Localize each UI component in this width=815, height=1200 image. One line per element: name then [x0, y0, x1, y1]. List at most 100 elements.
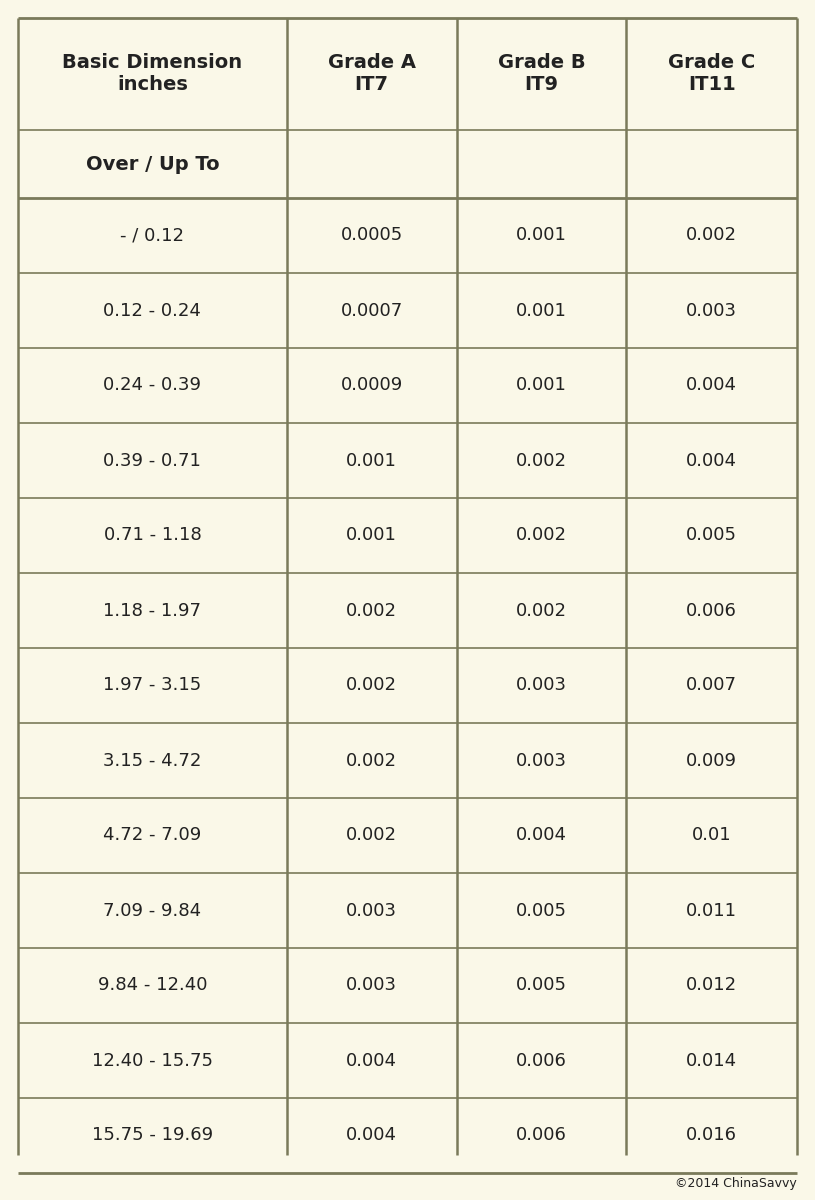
Bar: [18, 1022, 287, 1098]
Text: 3.15 - 4.72: 3.15 - 4.72: [104, 751, 201, 769]
Bar: [18, 572, 287, 648]
Bar: [18, 874, 287, 948]
Text: 0.014: 0.014: [686, 1051, 738, 1069]
Bar: [287, 798, 456, 874]
Bar: [18, 1098, 287, 1174]
Bar: [287, 722, 456, 798]
Text: 0.12 - 0.24: 0.12 - 0.24: [104, 301, 201, 319]
Bar: [18, 130, 287, 198]
Bar: [287, 948, 456, 1022]
Text: 0.016: 0.016: [686, 1127, 738, 1145]
Bar: [287, 1098, 456, 1174]
Text: 0.001: 0.001: [516, 227, 567, 245]
Bar: [456, 498, 627, 572]
Text: 0.002: 0.002: [346, 601, 397, 619]
Text: 1.18 - 1.97: 1.18 - 1.97: [104, 601, 201, 619]
Bar: [18, 648, 287, 722]
Text: 0.24 - 0.39: 0.24 - 0.39: [104, 377, 201, 395]
Text: Grade B
IT9: Grade B IT9: [498, 54, 585, 95]
Text: 0.0009: 0.0009: [341, 377, 403, 395]
Bar: [456, 874, 627, 948]
Text: 12.40 - 15.75: 12.40 - 15.75: [92, 1051, 213, 1069]
Bar: [627, 1022, 797, 1098]
Text: 0.011: 0.011: [686, 901, 738, 919]
Bar: [456, 648, 627, 722]
Bar: [18, 422, 287, 498]
Bar: [287, 498, 456, 572]
Text: 0.002: 0.002: [346, 751, 397, 769]
Bar: [627, 422, 797, 498]
Text: 0.004: 0.004: [346, 1051, 397, 1069]
Text: 0.004: 0.004: [516, 827, 567, 845]
Bar: [627, 572, 797, 648]
Bar: [627, 648, 797, 722]
Bar: [456, 1022, 627, 1098]
Text: 15.75 - 19.69: 15.75 - 19.69: [92, 1127, 213, 1145]
Text: 0.004: 0.004: [346, 1127, 397, 1145]
Bar: [287, 422, 456, 498]
Text: 0.003: 0.003: [346, 901, 397, 919]
Bar: [456, 948, 627, 1022]
Text: 0.003: 0.003: [686, 301, 738, 319]
Bar: [627, 722, 797, 798]
Bar: [287, 1022, 456, 1098]
Bar: [627, 130, 797, 198]
Text: 0.003: 0.003: [346, 977, 397, 995]
Bar: [18, 198, 287, 272]
Bar: [456, 422, 627, 498]
Text: Grade A
IT7: Grade A IT7: [328, 54, 416, 95]
Bar: [627, 1098, 797, 1174]
Text: 4.72 - 7.09: 4.72 - 7.09: [104, 827, 201, 845]
Text: 0.004: 0.004: [686, 377, 738, 395]
Text: 0.0005: 0.0005: [341, 227, 403, 245]
Text: 7.09 - 9.84: 7.09 - 9.84: [104, 901, 201, 919]
Text: 0.004: 0.004: [686, 451, 738, 469]
Bar: [627, 498, 797, 572]
Bar: [456, 798, 627, 874]
Text: 0.002: 0.002: [516, 451, 567, 469]
Text: 0.001: 0.001: [516, 377, 567, 395]
Bar: [627, 948, 797, 1022]
Bar: [627, 18, 797, 130]
Text: 0.001: 0.001: [346, 527, 397, 545]
Bar: [287, 18, 456, 130]
Bar: [456, 348, 627, 422]
Text: Over / Up To: Over / Up To: [86, 155, 219, 174]
Bar: [456, 1098, 627, 1174]
Text: 0.002: 0.002: [346, 677, 397, 695]
Text: 0.005: 0.005: [686, 527, 738, 545]
Text: 0.006: 0.006: [686, 601, 737, 619]
Bar: [18, 348, 287, 422]
Text: 0.71 - 1.18: 0.71 - 1.18: [104, 527, 201, 545]
Bar: [456, 130, 627, 198]
Bar: [287, 874, 456, 948]
Text: 0.006: 0.006: [516, 1051, 567, 1069]
Text: 0.001: 0.001: [346, 451, 397, 469]
Text: 0.001: 0.001: [516, 301, 567, 319]
Bar: [18, 948, 287, 1022]
Text: - / 0.12: - / 0.12: [121, 227, 184, 245]
Bar: [287, 272, 456, 348]
Bar: [627, 348, 797, 422]
Bar: [456, 722, 627, 798]
Text: 0.002: 0.002: [346, 827, 397, 845]
Text: 0.007: 0.007: [686, 677, 738, 695]
Bar: [627, 272, 797, 348]
Bar: [627, 198, 797, 272]
Bar: [456, 18, 627, 130]
Text: 0.003: 0.003: [516, 677, 567, 695]
Text: 0.002: 0.002: [686, 227, 738, 245]
Text: Basic Dimension
inches: Basic Dimension inches: [62, 54, 242, 95]
Bar: [287, 648, 456, 722]
Bar: [456, 572, 627, 648]
Bar: [18, 18, 287, 130]
Bar: [18, 272, 287, 348]
Text: 0.006: 0.006: [516, 1127, 567, 1145]
Bar: [287, 348, 456, 422]
Text: 0.39 - 0.71: 0.39 - 0.71: [104, 451, 201, 469]
Bar: [18, 798, 287, 874]
Text: 9.84 - 12.40: 9.84 - 12.40: [98, 977, 207, 995]
Text: 0.002: 0.002: [516, 527, 567, 545]
Text: 0.005: 0.005: [516, 901, 567, 919]
Text: 0.003: 0.003: [516, 751, 567, 769]
